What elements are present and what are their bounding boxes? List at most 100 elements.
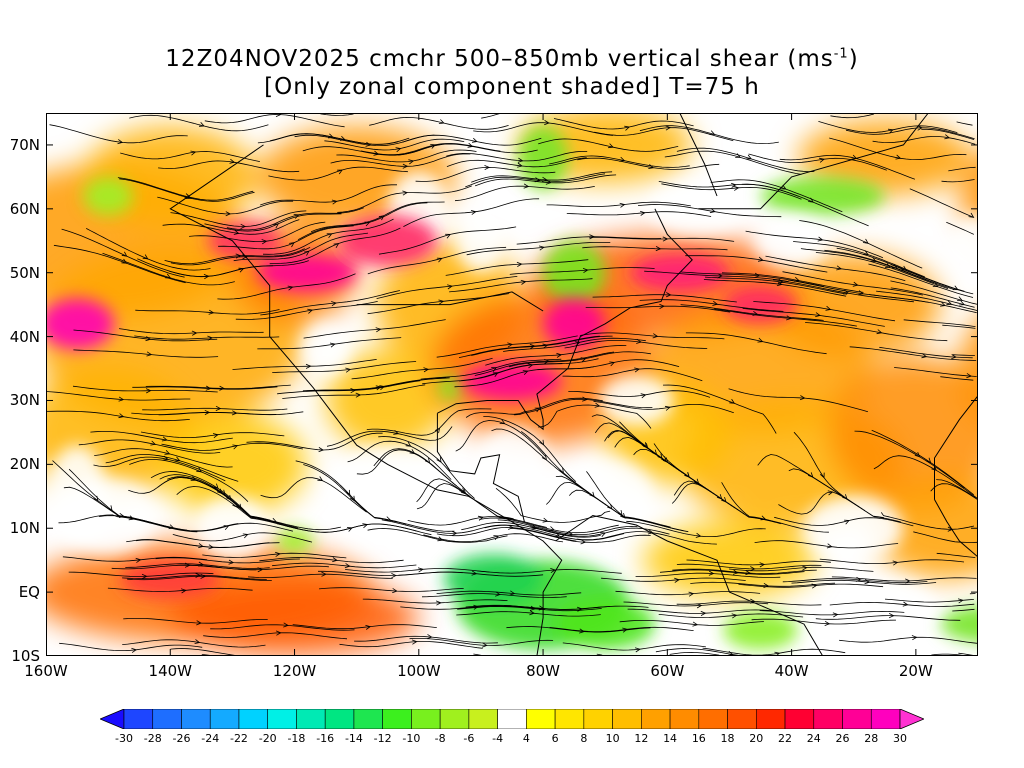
coastline — [934, 394, 978, 500]
streamline-arrow — [817, 236, 824, 242]
colorbar-swatch — [152, 709, 182, 729]
streamline-arrow — [529, 610, 535, 616]
streamline — [793, 241, 925, 278]
streamline-arrow — [640, 393, 647, 399]
streamline — [538, 138, 679, 152]
colorbar-label: 10 — [605, 732, 620, 745]
streamline — [745, 230, 884, 259]
latitude-label: 50N — [9, 263, 40, 282]
streamline-arrow — [409, 449, 416, 455]
streamline-arrow — [365, 624, 372, 630]
coastline — [169, 144, 563, 656]
streamline-arrow — [215, 405, 222, 411]
streamline — [170, 210, 307, 227]
colorbar-swatch — [583, 709, 613, 729]
shading-blob — [46, 445, 109, 548]
streamline-arrow — [473, 604, 480, 610]
streamline-arrow — [844, 519, 850, 525]
streamline-arrow — [530, 605, 536, 611]
streamline — [530, 526, 670, 537]
longitude-label: 40W — [774, 662, 809, 680]
streamline — [952, 608, 975, 612]
streamline — [538, 404, 652, 429]
streamline-arrow — [692, 621, 699, 627]
streamline-arrow — [470, 210, 477, 215]
streamline-arrow — [471, 137, 478, 143]
streamline-arrow — [917, 125, 923, 131]
streamline — [260, 477, 367, 513]
streamline — [940, 376, 974, 381]
streamline — [140, 431, 285, 439]
streamline-arrow — [819, 157, 825, 163]
jet-core — [723, 285, 798, 324]
streamline — [627, 608, 773, 614]
streamline-arrow — [836, 265, 843, 271]
streamline-arrow — [662, 236, 669, 242]
streamline-arrow — [344, 563, 351, 569]
streamline — [189, 221, 326, 242]
colorbar-label: 4 — [522, 732, 530, 745]
coastline — [356, 291, 544, 312]
streamline — [553, 118, 694, 130]
streamline-arrow — [550, 568, 557, 574]
streamline-arrow — [117, 139, 124, 145]
streamline — [626, 520, 766, 537]
streamline-arrow — [757, 256, 764, 262]
streamline — [268, 166, 408, 181]
streamline-arrow — [620, 512, 626, 519]
streamline-arrow — [423, 367, 430, 373]
streamline — [303, 319, 446, 339]
streamline-arrow — [392, 588, 398, 594]
streamline — [125, 563, 270, 569]
streamline — [68, 468, 172, 528]
streamline — [269, 227, 401, 265]
streamline-arrow — [196, 620, 202, 626]
streamline — [672, 568, 817, 574]
streamline-arrow — [664, 405, 671, 411]
streamline-arrow — [257, 567, 264, 573]
colorbar-swatch — [842, 709, 872, 729]
streamline-arrow — [542, 517, 549, 523]
streamline-arrow — [437, 536, 444, 542]
streamline-arrow — [430, 144, 437, 149]
streamline — [579, 332, 725, 340]
longitude-label: 160W — [24, 662, 68, 680]
streamline-arrow — [731, 613, 738, 619]
streamline — [458, 335, 600, 358]
streamline — [473, 122, 613, 136]
shading-blob — [723, 611, 798, 650]
streamline-arrow — [966, 373, 972, 379]
streamline-arrow — [634, 367, 641, 373]
streamline-arrow — [349, 495, 355, 502]
streamline-arrow — [609, 361, 616, 367]
streamline — [956, 121, 973, 126]
latitude-label: EQ — [18, 583, 40, 602]
streamline-arrow — [541, 454, 547, 461]
streamline — [204, 213, 342, 232]
streamline — [721, 482, 829, 533]
shading-blob — [443, 553, 544, 605]
streamline — [704, 276, 848, 295]
streamline — [93, 456, 226, 482]
streamline — [292, 624, 437, 630]
streamline-arrow — [757, 337, 764, 343]
shading-blob — [275, 528, 314, 554]
colorbar-swatch — [784, 709, 815, 729]
shading-blob — [325, 445, 450, 548]
streamline-arrow — [435, 600, 442, 606]
colorbar-swatch — [411, 709, 441, 729]
streamline-arrow — [242, 533, 249, 539]
streamline-arrow — [364, 221, 371, 227]
streamline-arrow — [582, 396, 588, 402]
shear-map — [46, 113, 978, 656]
streamline — [868, 263, 974, 298]
streamline-arrow — [273, 223, 280, 229]
streamline — [474, 351, 615, 376]
latitude-label: 10S — [11, 647, 40, 665]
streamline — [879, 346, 973, 359]
streamline-arrow — [198, 122, 205, 127]
streamline — [122, 574, 267, 580]
streamline — [446, 157, 587, 168]
streamline — [232, 359, 377, 370]
streamline-arrow — [495, 591, 501, 597]
